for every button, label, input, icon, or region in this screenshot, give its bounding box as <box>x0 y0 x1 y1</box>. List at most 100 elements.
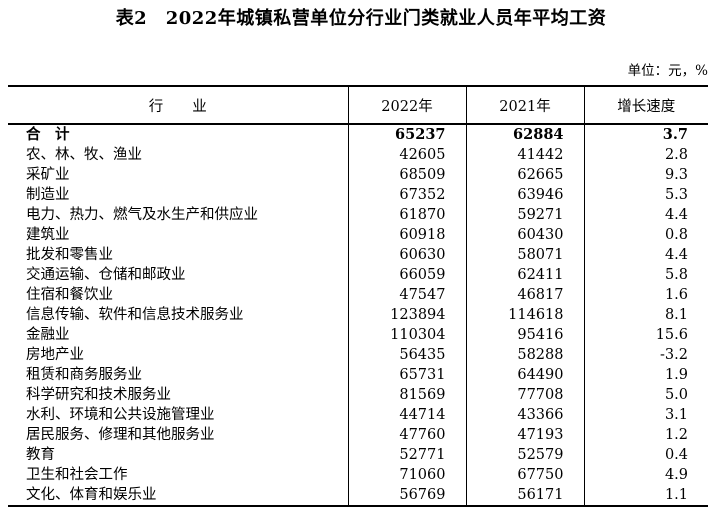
header-2021: 2021年 <box>465 86 584 125</box>
value-2022-cell: 47760 <box>347 425 466 445</box>
growth-cell: -3.2 <box>583 345 708 365</box>
header-2022: 2022年 <box>347 86 466 125</box>
growth-cell: 4.9 <box>583 465 708 485</box>
industry-cell: 采矿业 <box>26 167 70 183</box>
table-row: 批发和零售业 60630 58071 4.4 <box>8 245 708 265</box>
growth-cell: 1.9 <box>583 365 708 385</box>
growth-cell: 0.4 <box>583 445 708 465</box>
industry-cell: 教育 <box>26 447 55 463</box>
value-2021-cell: 62884 <box>465 124 584 145</box>
value-2021-cell: 114618 <box>465 305 584 325</box>
value-2021-cell: 47193 <box>465 425 584 445</box>
value-2022-cell: 60918 <box>347 225 466 245</box>
value-2021-cell: 41442 <box>465 145 584 165</box>
table-row: 房地产业 56435 58288 -3.2 <box>8 345 708 365</box>
value-2021-cell: 58288 <box>465 345 584 365</box>
value-2021-cell: 59271 <box>465 205 584 225</box>
industry-cell: 金融业 <box>26 327 70 343</box>
growth-cell: 15.6 <box>583 325 708 345</box>
unit-note: 单位：元，% <box>627 63 708 79</box>
table-row: 制造业 67352 63946 5.3 <box>8 185 708 205</box>
growth-cell: 5.0 <box>583 385 708 405</box>
industry-cell: 批发和零售业 <box>26 247 113 263</box>
header-row: 行 业 2022年 2021年 增长速度 <box>8 86 708 125</box>
growth-cell: 0.8 <box>583 225 708 245</box>
table-row: 金融业 110304 95416 15.6 <box>8 325 708 345</box>
growth-cell: 4.4 <box>583 205 708 225</box>
industry-cell: 卫生和社会工作 <box>26 467 128 483</box>
value-2021-cell: 95416 <box>465 325 584 345</box>
table-row: 教育 52771 52579 0.4 <box>8 445 708 465</box>
industry-cell: 制造业 <box>26 187 70 203</box>
value-2021-cell: 43366 <box>465 405 584 425</box>
industry-cell: 交通运输、仓储和邮政业 <box>26 267 186 283</box>
growth-cell: 2.8 <box>583 145 708 165</box>
value-2022-cell: 81569 <box>347 385 466 405</box>
industry-cell: 信息传输、软件和信息技术服务业 <box>26 307 244 323</box>
value-2021-cell: 62665 <box>465 165 584 185</box>
table-row: 租赁和商务服务业 65731 64490 1.9 <box>8 365 708 385</box>
industry-cell: 合 计 <box>26 126 70 143</box>
value-2022-cell: 65237 <box>347 124 466 145</box>
value-2021-cell: 63946 <box>465 185 584 205</box>
table-row: 采矿业 68509 62665 9.3 <box>8 165 708 185</box>
value-2021-cell: 62411 <box>465 265 584 285</box>
table-row: 住宿和餐饮业 47547 46817 1.6 <box>8 285 708 305</box>
industry-cell: 科学研究和技术服务业 <box>26 387 171 403</box>
value-2022-cell: 110304 <box>347 325 466 345</box>
value-2022-cell: 66059 <box>347 265 466 285</box>
value-2022-cell: 42605 <box>347 145 466 165</box>
header-growth: 增长速度 <box>583 86 708 125</box>
value-2022-cell: 60630 <box>347 245 466 265</box>
growth-cell: 1.6 <box>583 285 708 305</box>
growth-cell: 5.8 <box>583 265 708 285</box>
table-row: 卫生和社会工作 71060 67750 4.9 <box>8 465 708 485</box>
industry-cell: 电力、热力、燃气及水生产和供应业 <box>26 207 258 223</box>
table-row: 电力、热力、燃气及水生产和供应业 61870 59271 4.4 <box>8 205 708 225</box>
value-2021-cell: 58071 <box>465 245 584 265</box>
table-header: 行 业 2022年 2021年 增长速度 <box>8 86 708 125</box>
value-2022-cell: 52771 <box>347 445 466 465</box>
table-row: 信息传输、软件和信息技术服务业 123894 114618 8.1 <box>8 305 708 325</box>
table-row: 农、林、牧、渔业 42605 41442 2.8 <box>8 145 708 165</box>
value-2021-cell: 46817 <box>465 285 584 305</box>
value-2022-cell: 123894 <box>347 305 466 325</box>
industry-cell: 居民服务、修理和其他服务业 <box>26 427 215 443</box>
value-2022-cell: 71060 <box>347 465 466 485</box>
table-row: 建筑业 60918 60430 0.8 <box>8 225 708 245</box>
table-row: 水利、环境和公共设施管理业 44714 43366 3.1 <box>8 405 708 425</box>
table-row: 文化、体育和娱乐业 56769 56171 1.1 <box>8 485 708 506</box>
value-2021-cell: 60430 <box>465 225 584 245</box>
growth-cell: 3.1 <box>583 405 708 425</box>
industry-cell: 水利、环境和公共设施管理业 <box>26 407 215 423</box>
growth-cell: 4.4 <box>583 245 708 265</box>
industry-cell: 租赁和商务服务业 <box>26 367 142 383</box>
industry-cell: 房地产业 <box>26 347 84 363</box>
value-2022-cell: 65731 <box>347 365 466 385</box>
industry-cell: 农、林、牧、渔业 <box>26 147 142 163</box>
growth-cell: 1.1 <box>583 485 708 506</box>
wage-table: 行 业 2022年 2021年 增长速度 合 计 65237 62884 3.7 农、林… <box>8 85 708 507</box>
growth-cell: 1.2 <box>583 425 708 445</box>
value-2021-cell: 52579 <box>465 445 584 465</box>
value-2022-cell: 47547 <box>347 285 466 305</box>
value-2021-cell: 56171 <box>465 485 584 506</box>
value-2021-cell: 67750 <box>465 465 584 485</box>
table-body: 合 计 65237 62884 3.7 农、林、牧、渔业 42605 41442 2.8 采矿业… <box>8 124 708 506</box>
value-2022-cell: 68509 <box>347 165 466 185</box>
value-2021-cell: 77708 <box>465 385 584 405</box>
growth-cell: 5.3 <box>583 185 708 205</box>
growth-cell: 8.1 <box>583 305 708 325</box>
table-row: 交通运输、仓储和邮政业 66059 62411 5.8 <box>8 265 708 285</box>
value-2022-cell: 44714 <box>347 405 466 425</box>
growth-cell: 9.3 <box>583 165 708 185</box>
value-2022-cell: 56435 <box>347 345 466 365</box>
value-2022-cell: 61870 <box>347 205 466 225</box>
industry-cell: 文化、体育和娱乐业 <box>26 487 157 503</box>
table-row: 科学研究和技术服务业 81569 77708 5.0 <box>8 385 708 405</box>
header-industry: 行 业 <box>8 86 348 125</box>
value-2022-cell: 67352 <box>347 185 466 205</box>
table-row: 居民服务、修理和其他服务业 47760 47193 1.2 <box>8 425 708 445</box>
value-2022-cell: 56769 <box>347 485 466 506</box>
